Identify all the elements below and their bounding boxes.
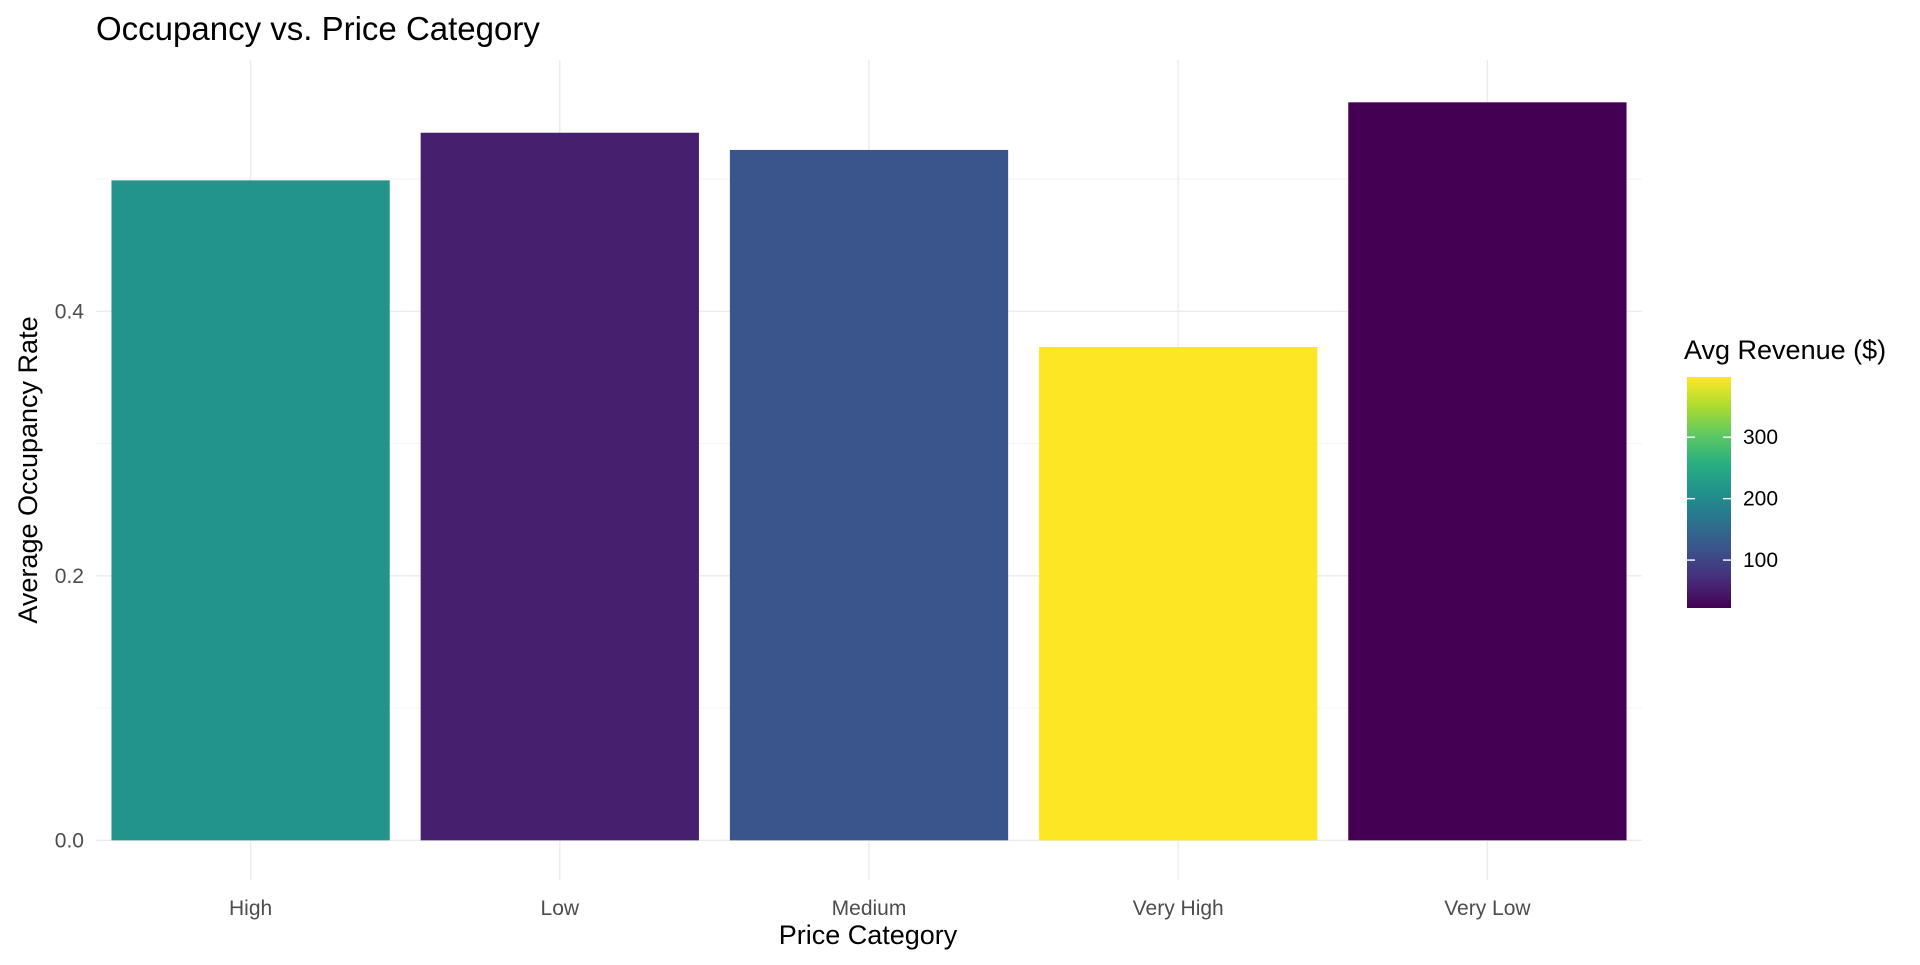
- x-axis-title: Price Category: [779, 920, 958, 950]
- bars: [111, 102, 1627, 841]
- x-axis-ticks: High Low Medium Very High Very Low: [229, 897, 1531, 920]
- bar-low: [420, 132, 699, 841]
- y-tick-label: 0.4: [55, 300, 85, 323]
- x-tick-label: Low: [541, 897, 580, 920]
- y-tick-label: 0.0: [55, 829, 84, 852]
- y-tick-label: 0.2: [55, 565, 84, 588]
- legend-ticks: 100 200 300: [1687, 426, 1778, 572]
- bar-high: [111, 180, 390, 841]
- bar-very-low: [1348, 102, 1627, 841]
- x-tick-label: Very High: [1133, 897, 1224, 920]
- x-tick-label: Very Low: [1444, 897, 1531, 920]
- y-axis-title: Average Occupancy Rate: [13, 316, 43, 623]
- legend-tick-label: 300: [1743, 426, 1778, 449]
- bar-medium: [729, 149, 1009, 841]
- legend-title: Avg Revenue ($): [1684, 335, 1886, 365]
- color-legend: Avg Revenue ($) 100 200 300: [1684, 335, 1886, 608]
- x-tick-label: Medium: [832, 897, 907, 920]
- legend-tick-label: 200: [1743, 488, 1778, 511]
- chart-title: Occupancy vs. Price Category: [96, 10, 540, 47]
- legend-colorbar: [1687, 377, 1731, 608]
- bar-very-high: [1039, 347, 1318, 841]
- legend-tick-label: 100: [1743, 549, 1778, 572]
- y-axis-ticks: 0.0 0.2 0.4: [55, 300, 85, 852]
- x-tick-label: High: [229, 897, 272, 920]
